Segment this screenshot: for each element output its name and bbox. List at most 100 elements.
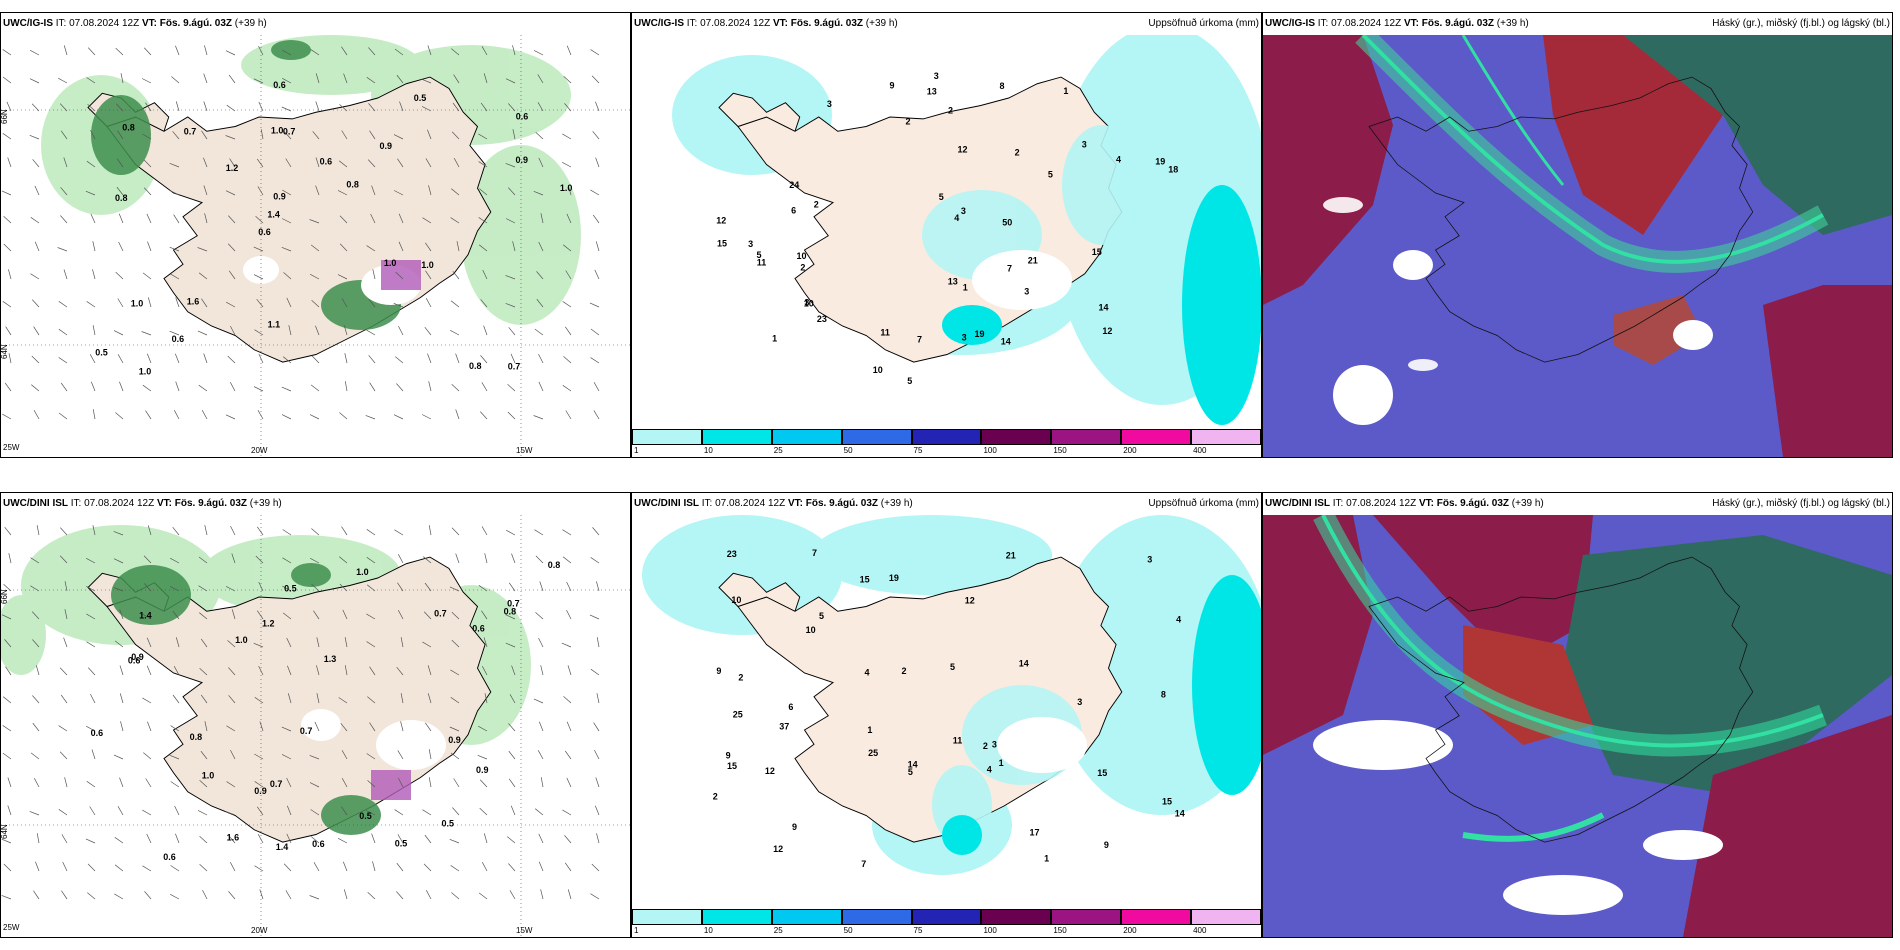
map-precip[interactable]: 1 1 3 3 1 2 2 3 4 5 3 3 3 4 5 9 12 12 10 10 14 13 2 3 5 11 5 8 12 21 2…: [632, 35, 1261, 457]
wind-barb: [230, 325, 236, 336]
map-cloud-wind[interactable]: 0.7 0.8 0.6 0.6 0.9 1.0 1.0 0.6 1.0 1.2 0.5 0.6 0.7 0…: [1, 35, 630, 457]
wind-barb: [315, 185, 320, 196]
wind-barb: [425, 722, 432, 732]
value-label: 0.7: [434, 609, 447, 619]
wind-barb: [337, 190, 348, 196]
wind-barb: [60, 694, 68, 704]
map-cloud-layers[interactable]: [1263, 515, 1892, 937]
product-title: Háský (gr.), miðský (fj.bl.) og lágský (…: [1712, 18, 1890, 29]
wind-barb: [396, 383, 404, 392]
model-name: UWC/IG-IS: [3, 18, 53, 29]
wind-barb: [564, 103, 572, 112]
wind-barb: [481, 382, 488, 392]
wind-barb: [479, 807, 488, 816]
wind-barb: [259, 889, 264, 900]
wind-barb: [114, 893, 124, 900]
wind-barb: [287, 693, 292, 704]
value-label: 1.0: [235, 635, 248, 645]
wind-barb: [481, 610, 488, 620]
wind-barb: [257, 610, 264, 620]
wind-barb: [400, 637, 404, 648]
wind-barb: [86, 160, 96, 168]
map-precip[interactable]: 1 2 3 4 1 2 3 3 4 5 9 9 12 14 15 15 14 15 7 10 9 2 5 12 23 21 17 25…: [632, 515, 1261, 937]
wind-barb: [450, 865, 460, 872]
value-label: 50: [1002, 217, 1012, 227]
wind-barb: [60, 382, 68, 392]
lat-66-label: 66N: [1, 589, 9, 604]
wind-barb: [282, 585, 292, 592]
value-label: 3: [1147, 555, 1152, 565]
legend-swatch: [911, 909, 982, 925]
wind-barb: [203, 157, 208, 168]
legend-swatch: [981, 909, 1052, 925]
value-label: 12: [1102, 326, 1112, 336]
panel-ig-precip: UWC/IG-IS IT: 07.08.2024 12Z VT: Fös. 9.…: [631, 12, 1262, 458]
wind-barb: [590, 189, 600, 196]
wind-barb: [423, 611, 432, 620]
wind-barb: [113, 754, 124, 760]
wind-barb: [227, 243, 236, 252]
wind-barb: [257, 186, 264, 196]
wind-barb: [58, 301, 68, 308]
wind-barb: [453, 158, 460, 168]
wind-barb: [540, 889, 544, 900]
wind-barb: [394, 809, 404, 816]
wind-barb: [481, 666, 488, 676]
wind-barb: [282, 529, 292, 536]
wind-barb: [425, 270, 432, 280]
wind-barb: [341, 806, 348, 816]
wind-barb: [450, 697, 460, 704]
wind-barb: [483, 73, 488, 84]
wind-barb: [596, 637, 600, 648]
it-label: IT:: [1332, 498, 1344, 509]
wind-barb: [316, 637, 320, 648]
wind-barb: [341, 526, 348, 536]
wind-barb: [341, 298, 348, 308]
wind-barb: [310, 384, 320, 392]
value-label: 1: [772, 334, 777, 344]
wind-barb: [57, 247, 68, 252]
wind-barb: [146, 665, 152, 676]
wind-barb: [58, 809, 68, 816]
wind-barb: [30, 273, 40, 280]
wind-barb: [203, 353, 208, 364]
wind-barb: [451, 48, 460, 56]
legend-swatch: [1121, 429, 1192, 445]
wind-barb: [3, 243, 12, 252]
value-label: 0.6: [320, 157, 333, 167]
wind-barb: [118, 241, 124, 252]
wind-barb: [225, 50, 236, 56]
wind-barb: [286, 637, 292, 648]
wind-barb: [393, 414, 404, 420]
value-label: 0.6: [312, 839, 325, 849]
value-label: 2: [814, 200, 819, 210]
map-cloud-layers[interactable]: [1263, 35, 1892, 457]
wind-barb: [226, 725, 236, 732]
wind-barb: [423, 863, 432, 872]
value-label: 12: [958, 145, 968, 155]
value-label: 15: [1162, 796, 1172, 806]
wind-barb: [396, 666, 404, 676]
map-cloud-wind[interactable]: 0.9 0.7 1.0 0.6 0.5 1.6 0.8 0.7 0.5 0.6 1.4 0.7 0.8 0…: [1, 515, 630, 937]
wind-barb: [590, 893, 600, 900]
wind-barb: [508, 187, 516, 196]
wind-barb: [30, 217, 40, 224]
wind-barb: [565, 410, 572, 420]
wind-barb: [451, 131, 460, 140]
wind-barb: [169, 586, 180, 592]
map-canvas: [1263, 35, 1892, 457]
wind-barb: [566, 581, 572, 592]
wind-barb: [310, 809, 320, 816]
wind-barb: [170, 557, 180, 564]
wind-barb: [226, 104, 236, 112]
wind-barb: [309, 755, 320, 760]
value-label: 3: [934, 71, 939, 81]
wind-barb: [1, 838, 12, 844]
init-time: 07.08.2024 12Z: [1346, 498, 1417, 509]
map-canvas: 0.90.71.00.60.51.60.80.70.50.61.4 0.7 0.80…: [1, 515, 630, 937]
wind-barb: [142, 865, 152, 872]
wind-barb: [228, 270, 236, 280]
value-label: 4: [1116, 155, 1121, 165]
legend-swatch: [771, 909, 842, 925]
wind-barb: [510, 353, 516, 364]
